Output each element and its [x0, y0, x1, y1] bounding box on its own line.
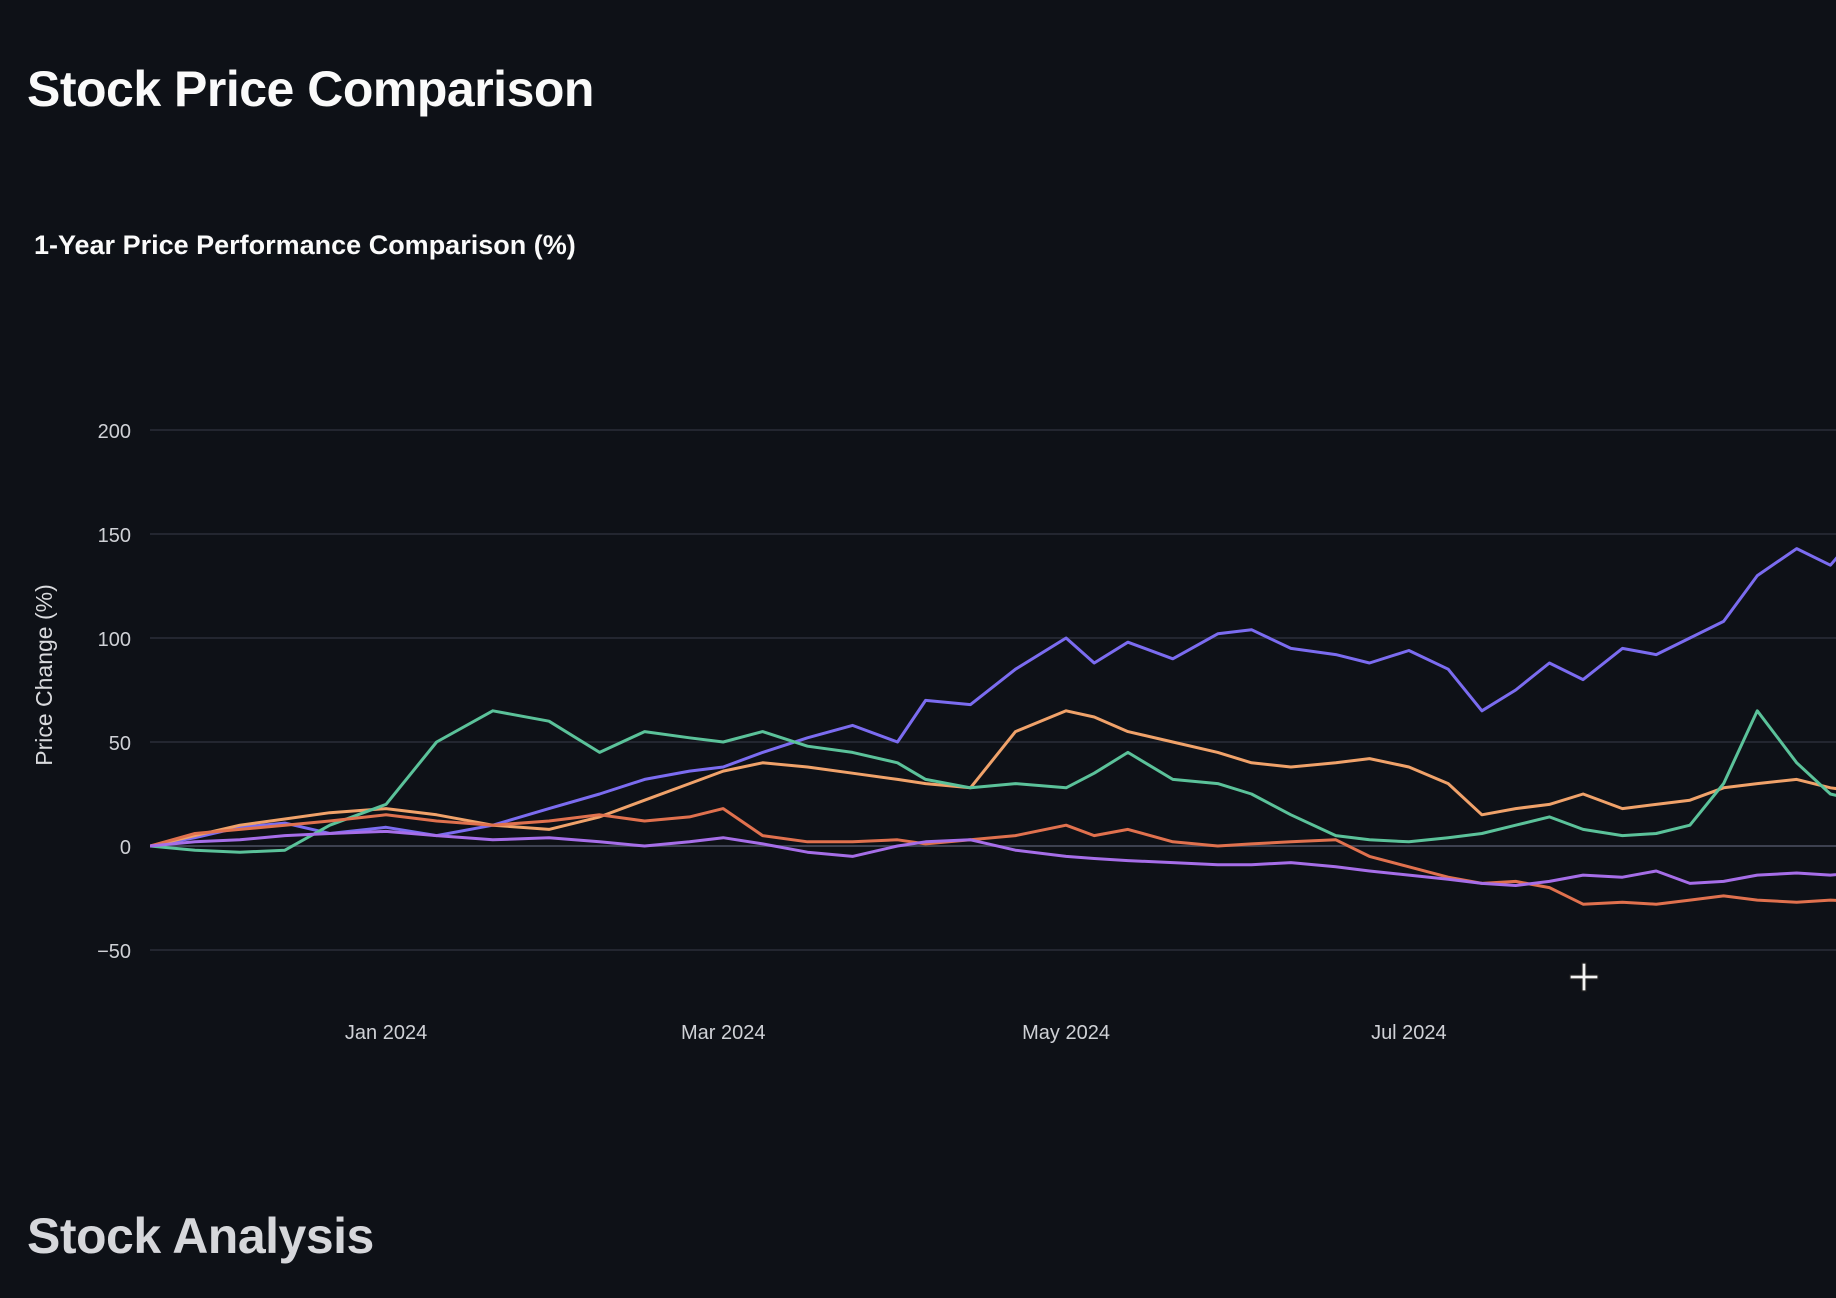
x-tick-label: May 2024 [1022, 1022, 1110, 1044]
x-tick-label: Jan 2024 [345, 1022, 427, 1044]
y-tick-label: 0 [120, 837, 131, 859]
x-tick-label: Jul 2024 [1371, 1022, 1447, 1044]
grid-lines [150, 429, 1836, 951]
series-lines[interactable] [150, 451, 1836, 961]
x-tick-label: Mar 2024 [681, 1022, 766, 1044]
crosshair-move-icon [1569, 962, 1599, 992]
series-line-3[interactable] [150, 709, 1836, 854]
y-axis-label: Price Change (%) [31, 584, 57, 766]
series-line-2[interactable] [150, 709, 1836, 848]
series-line-1[interactable] [150, 451, 1836, 848]
x-axis-ticks: Jan 2024 Mar 2024 May 2024 Jul 2024 [345, 1022, 1447, 1044]
chart-title: 1-Year Price Performance Comparison (%) [34, 230, 576, 260]
price-comparison-chart[interactable]: 1-Year Price Performance Comparison (%) … [0, 210, 1836, 1090]
series-line-5[interactable] [150, 829, 1836, 960]
y-tick-label: 200 [98, 421, 131, 443]
y-tick-label: −50 [97, 941, 131, 963]
page-title: Stock Price Comparison [27, 61, 594, 117]
section-title-stock-analysis: Stock Analysis [27, 1208, 374, 1264]
y-tick-label: 100 [98, 629, 131, 651]
y-tick-label: 150 [98, 525, 131, 547]
y-axis-ticks: 200 150 100 50 0 −50 [97, 421, 131, 963]
y-tick-label: 50 [109, 733, 131, 755]
